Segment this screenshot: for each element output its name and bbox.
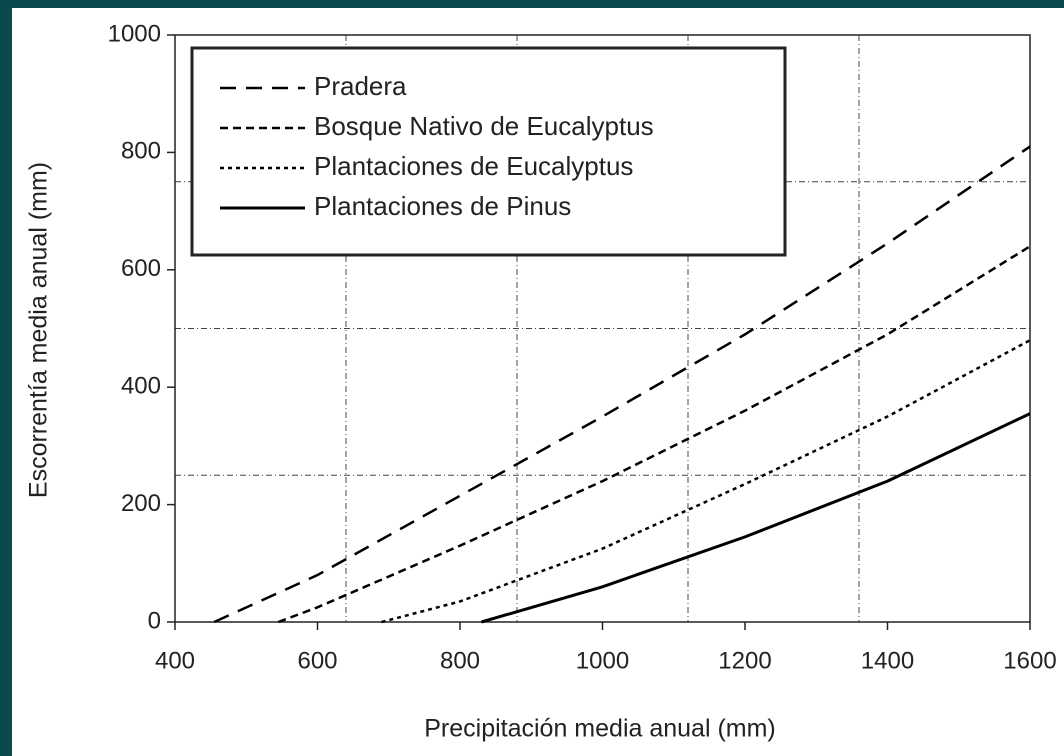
legend-label: Plantaciones de Pinus (314, 191, 571, 221)
y-axis-title: Escorrentía media anual (mm) (25, 162, 53, 498)
x-tick-label: 1600 (1003, 647, 1056, 674)
x-tick-label: 1400 (861, 647, 914, 674)
y-tick-label: 1000 (108, 20, 161, 47)
series-line (480, 412, 1031, 624)
x-axis-title: Precipitación media anual (mm) (424, 715, 776, 743)
series-line (381, 339, 1031, 624)
x-tick-label: 1200 (718, 647, 771, 674)
legend-label: Bosque Nativo de Eucalyptus (314, 111, 654, 141)
series-line (277, 245, 1031, 624)
x-tick-label: 400 (155, 647, 195, 674)
y-tick-label: 200 (121, 490, 161, 517)
y-tick-label: 800 (121, 138, 161, 165)
legend-label: Pradera (314, 71, 407, 101)
legend-box (190, 46, 787, 257)
legend-label: Plantaciones de Eucalyptus (314, 151, 633, 181)
y-tick-label: 600 (121, 255, 161, 282)
series-line (213, 145, 1031, 624)
y-tick-label: 0 (148, 607, 161, 634)
x-tick-label: 600 (297, 647, 337, 674)
y-tick-label: 400 (121, 373, 161, 400)
x-tick-label: 1000 (576, 647, 629, 674)
x-tick-label: 800 (440, 647, 480, 674)
